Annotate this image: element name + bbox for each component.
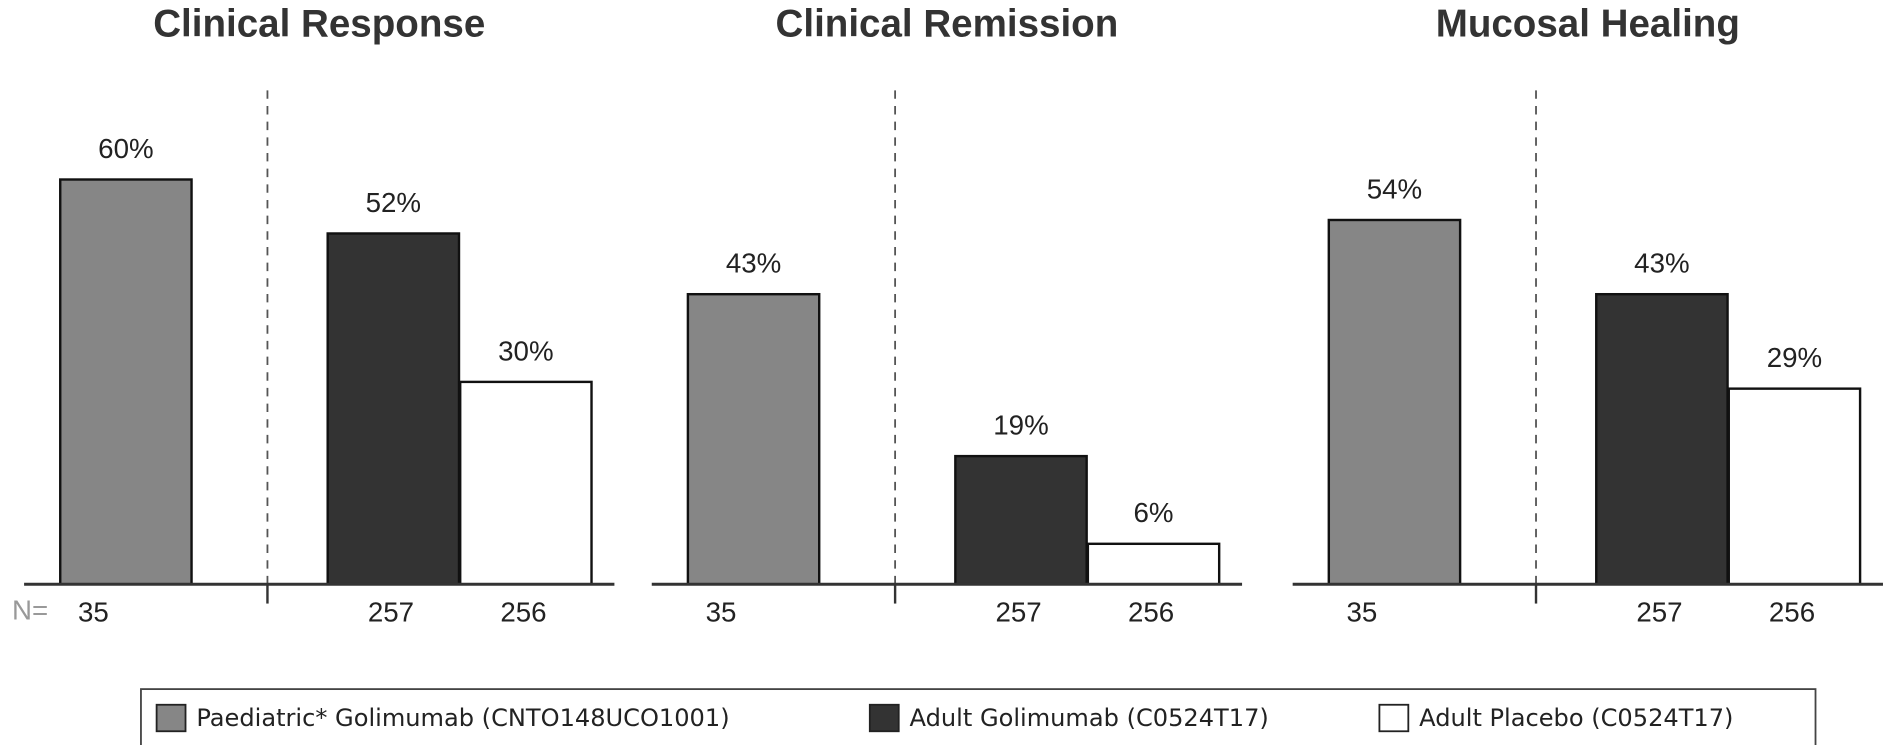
n-value: 257 (995, 597, 1041, 628)
legend-box (140, 688, 1817, 745)
bar (954, 454, 1088, 586)
n-label: N= (12, 594, 48, 625)
panel-title: Mucosal Healing (1436, 3, 1740, 46)
value-label: 6% (1134, 497, 1174, 528)
bar (326, 232, 461, 586)
n-value: 256 (1128, 597, 1174, 628)
value-label: 60% (98, 133, 153, 164)
legend-swatch (155, 703, 187, 733)
bar (1086, 542, 1221, 586)
panel-title: Clinical Response (153, 3, 485, 46)
legend-label: Adult Golimumab (C0524T17) (910, 704, 1269, 732)
panel-title: Clinical Remission (776, 3, 1119, 46)
bar (458, 380, 593, 586)
value-label: 29% (1767, 342, 1822, 373)
value-label: 19% (993, 410, 1048, 441)
bar (59, 178, 193, 586)
n-value: 35 (706, 597, 737, 628)
bar (1727, 387, 1862, 586)
legend-label: Adult Placebo (C0524T17) (1419, 704, 1733, 732)
value-label: 52% (366, 187, 421, 218)
n-value: 257 (368, 597, 414, 628)
legend-swatch (868, 703, 900, 733)
n-value: 257 (1636, 597, 1682, 628)
bar (1595, 292, 1729, 586)
legend-label: Paediatric* Golimumab (CNTO148UCO1001) (196, 704, 729, 732)
n-value: 35 (1347, 597, 1378, 628)
bar (686, 292, 821, 586)
n-value: 35 (78, 597, 109, 628)
n-value: 256 (1769, 597, 1815, 628)
legend-swatch (1378, 703, 1410, 733)
value-label: 43% (726, 248, 781, 279)
value-label: 30% (498, 335, 553, 366)
bar (1327, 218, 1462, 586)
value-label: 43% (1634, 248, 1689, 279)
value-label: 54% (1367, 173, 1422, 204)
n-value: 256 (500, 597, 546, 628)
